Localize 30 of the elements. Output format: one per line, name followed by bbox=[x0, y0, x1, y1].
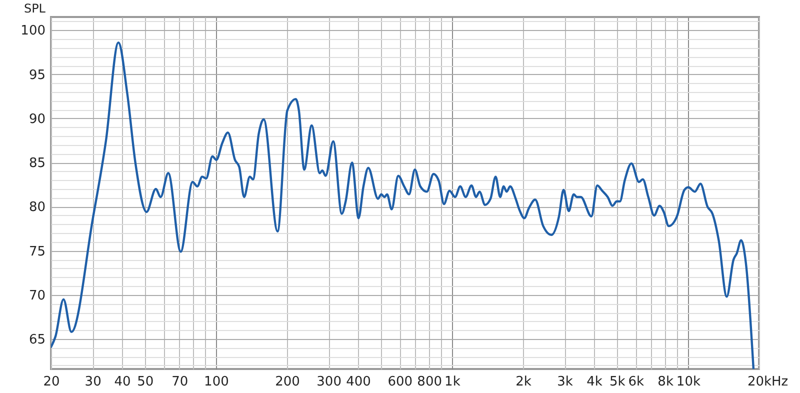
x-tick-label: 20k bbox=[747, 374, 772, 390]
x-tick-label: 100 bbox=[204, 374, 229, 390]
x-tick-label: 20 bbox=[43, 374, 60, 390]
x-tick-label: 400 bbox=[346, 374, 371, 390]
y-tick-label: 70 bbox=[28, 288, 46, 304]
x-tick-label: 2k bbox=[516, 374, 532, 390]
y-axis-title: SPL bbox=[24, 2, 46, 16]
y-tick-label: 65 bbox=[28, 332, 46, 348]
y-tick-label: 80 bbox=[28, 200, 46, 216]
x-tick-label: 800 bbox=[417, 374, 442, 390]
y-tick-label: 90 bbox=[28, 112, 46, 127]
x-tick-label: 10k bbox=[676, 374, 701, 390]
x-tick-label: 300 bbox=[316, 374, 342, 390]
y-tick-label: 100 bbox=[20, 24, 46, 39]
x-tick-label: 4k bbox=[586, 374, 603, 390]
x-tick-label: 6k bbox=[628, 374, 644, 390]
x-tick-label: 70 bbox=[172, 374, 188, 390]
x-tick-label: 40 bbox=[114, 374, 131, 390]
x-tick-label: 50 bbox=[137, 374, 154, 390]
x-tick-label: 200 bbox=[275, 374, 300, 390]
x-tick-label: 30 bbox=[84, 374, 102, 390]
y-tick-label: 75 bbox=[28, 244, 46, 260]
y-tick-label: 85 bbox=[28, 156, 46, 172]
x-tick-label: 8k bbox=[658, 374, 674, 390]
x-tick-label: 1k bbox=[444, 374, 461, 390]
x-tick-label: 5k bbox=[610, 374, 626, 390]
x-tick-label: 600 bbox=[388, 374, 413, 390]
x-tick-label: 3k bbox=[557, 374, 574, 390]
y-tick-label: 95 bbox=[28, 68, 46, 83]
x-axis-title: Hz bbox=[772, 374, 788, 390]
